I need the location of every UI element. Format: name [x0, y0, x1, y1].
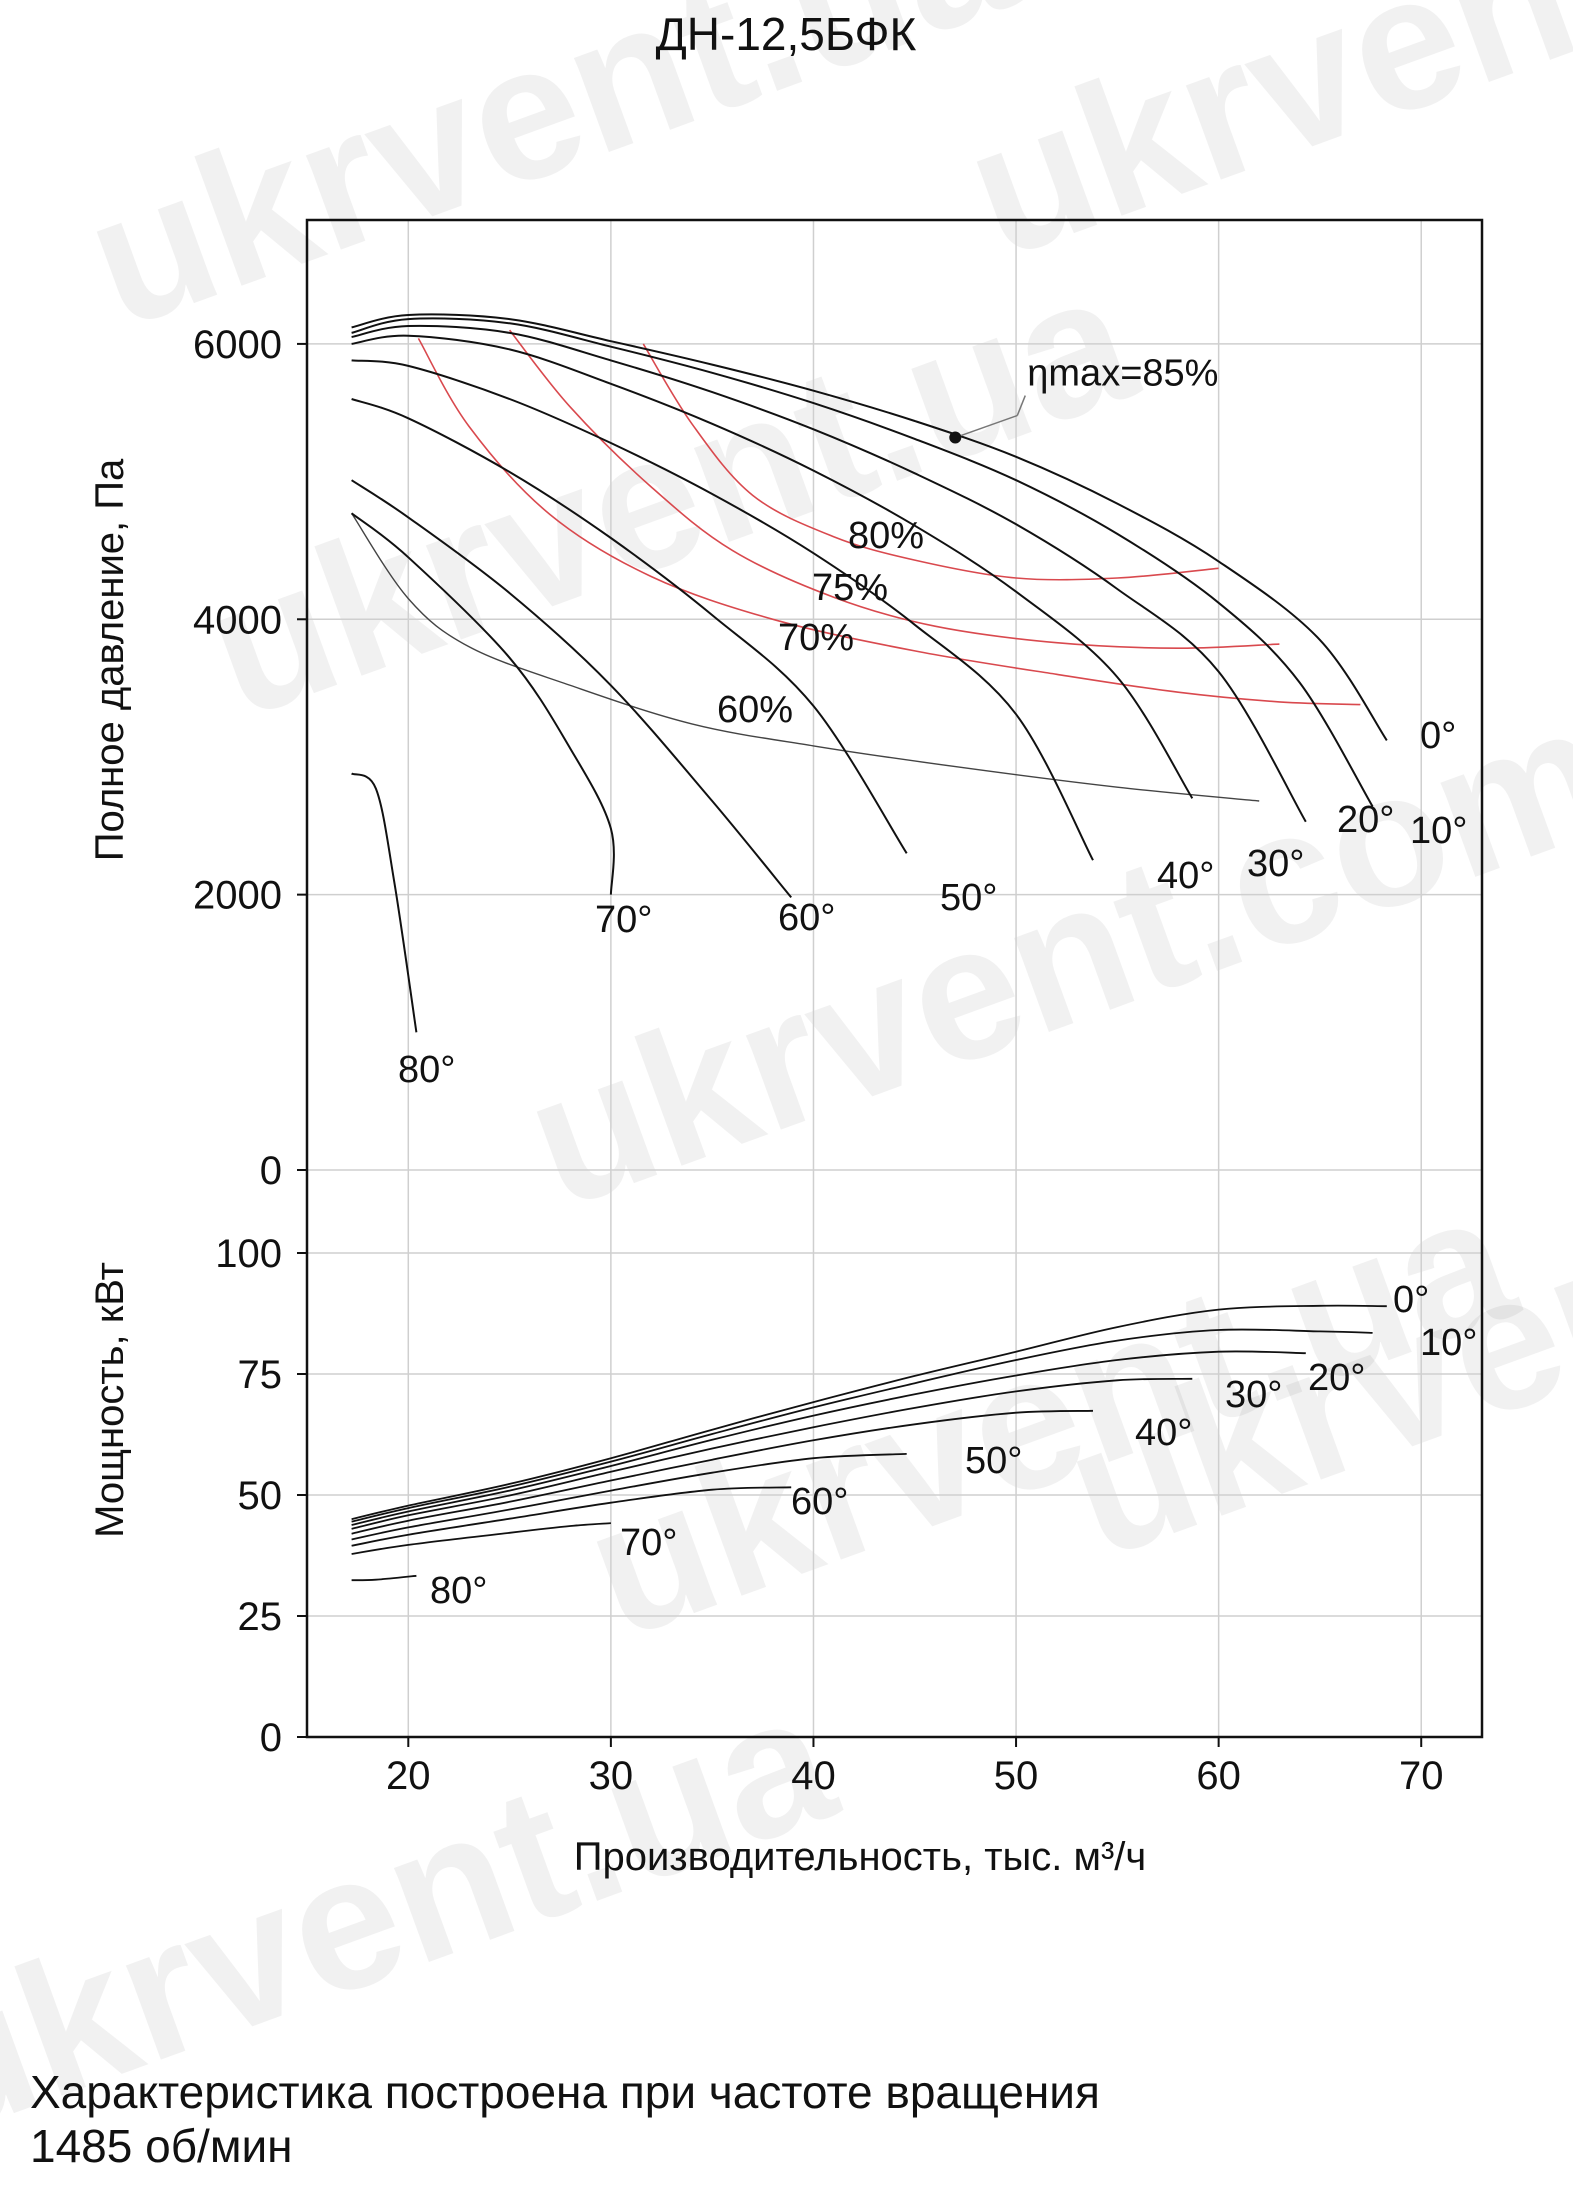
power-label-40deg: 40°: [1135, 1412, 1192, 1454]
caption: Характеристика построена при частоте вра…: [30, 2065, 1530, 2173]
pressure-tick-label: 2000: [193, 874, 282, 918]
pressure-label-60deg: 60°: [778, 897, 835, 939]
x-tick-label: 60: [1196, 1754, 1241, 1798]
power-curve-80deg: [351, 1574, 417, 1582]
power-curve-60deg: [351, 1486, 792, 1547]
pressure-label-70pct: 70%: [778, 617, 854, 659]
power-tick-label: 100: [215, 1232, 282, 1276]
chart-title: ДН-12,5БФК: [656, 8, 917, 60]
power-label-30deg: 30°: [1225, 1374, 1282, 1416]
power-label-20deg: 20°: [1308, 1357, 1365, 1399]
power-label-70deg: 70°: [620, 1522, 677, 1564]
power-curve-20deg: [351, 1350, 1306, 1526]
efficiency-curve-75pct: [508, 329, 1280, 650]
eta-max-point: [949, 431, 962, 444]
curve-labels: 0°10°20°30°40°50°60°70°80°80%75%70%60%ηm…: [398, 353, 1477, 1612]
power-curve-30deg: [351, 1377, 1193, 1530]
x-axis-label: Производительность, тыс. м³/ч: [574, 1835, 1147, 1879]
power-label-10deg: 10°: [1420, 1322, 1477, 1364]
x-tick-label: 20: [386, 1754, 431, 1798]
pressure-curve-40deg: [351, 359, 1094, 861]
power-tick-label: 50: [238, 1474, 283, 1518]
pressure-label-75pct: 75%: [812, 567, 888, 609]
x-tick-label: 30: [589, 1754, 634, 1798]
pressure-curve-10deg: [351, 317, 1374, 808]
pressure-label-30deg: 30°: [1247, 843, 1304, 885]
pressure-label-70deg: 70°: [595, 899, 652, 941]
eta-max-leader: [1016, 395, 1026, 416]
pressure-curve-30deg: [351, 334, 1194, 799]
power-curve-10deg: [351, 1328, 1373, 1523]
pressure-curve-60deg: [351, 479, 792, 899]
pressure-label-20deg: 20°: [1337, 799, 1394, 841]
pressure-tick-label: 0: [260, 1149, 282, 1193]
plot-frame: [305, 218, 1484, 1739]
pressure-label-80pct: 80%: [848, 515, 924, 557]
efficiency-curve-60pct: [351, 512, 1260, 802]
power-tick-label: 75: [238, 1353, 283, 1397]
x-tick-label: 70: [1399, 1754, 1444, 1798]
power-label-80deg: 80°: [430, 1570, 487, 1612]
power-curve-70deg: [351, 1522, 611, 1555]
power-curve-50deg: [351, 1453, 907, 1541]
grid: [307, 220, 1482, 1738]
power-curve-0deg: [351, 1304, 1387, 1521]
eta-max-leader: [955, 414, 1018, 439]
caption-line-2: 1485 об/мин: [30, 2120, 293, 2172]
efficiency-curve-70pct: [417, 337, 1361, 706]
x-tick-label: 50: [994, 1754, 1039, 1798]
pressure-curve-70deg: [350, 512, 615, 895]
pressure-curve-0deg: [351, 313, 1388, 741]
tick-labels: 20 30 40 50 60 70 6000 4000 2000 0 100 75 50 25 0: [193, 323, 1443, 1798]
pressure-label-10deg: 10°: [1410, 810, 1467, 852]
pressure-label-0deg: 0°: [1420, 715, 1456, 757]
efficiency-curve-80pct: [642, 343, 1219, 581]
pressure-tick-label: 4000: [193, 598, 282, 642]
watermark-text: ukrvent.ua: [182, 230, 1159, 758]
watermark-text: ukrvent.com: [502, 663, 1573, 1249]
power-axis-label: Мощность, кВт: [88, 1262, 132, 1538]
curves: [350, 313, 1388, 1582]
pressure-label-40deg: 40°: [1157, 855, 1214, 897]
pressure-tick-label: 6000: [193, 323, 282, 367]
pressure-curve-50deg: [351, 398, 908, 854]
pressure-curve-20deg: [351, 324, 1307, 823]
x-tick-label: 40: [791, 1754, 836, 1798]
power-curve-40deg: [351, 1409, 1094, 1535]
power-label-0deg: 0°: [1393, 1279, 1429, 1321]
pressure-label-60pct: 60%: [717, 689, 793, 731]
pressure-label-80deg: 80°: [398, 1049, 455, 1091]
power-label-60deg: 60°: [791, 1481, 848, 1523]
pressure-axis-label: Полное давление, Па: [88, 458, 132, 861]
pressure-label-50deg: 50°: [940, 877, 997, 919]
power-tick-label: 0: [260, 1716, 282, 1760]
eta-max-label: ηmax=85%: [1027, 353, 1218, 395]
power-label-50deg: 50°: [965, 1440, 1022, 1482]
pressure-curve-80deg: [351, 772, 418, 1033]
caption-line-1: Характеристика построена при частоте вра…: [30, 2066, 1100, 2118]
power-tick-label: 25: [238, 1595, 283, 1639]
